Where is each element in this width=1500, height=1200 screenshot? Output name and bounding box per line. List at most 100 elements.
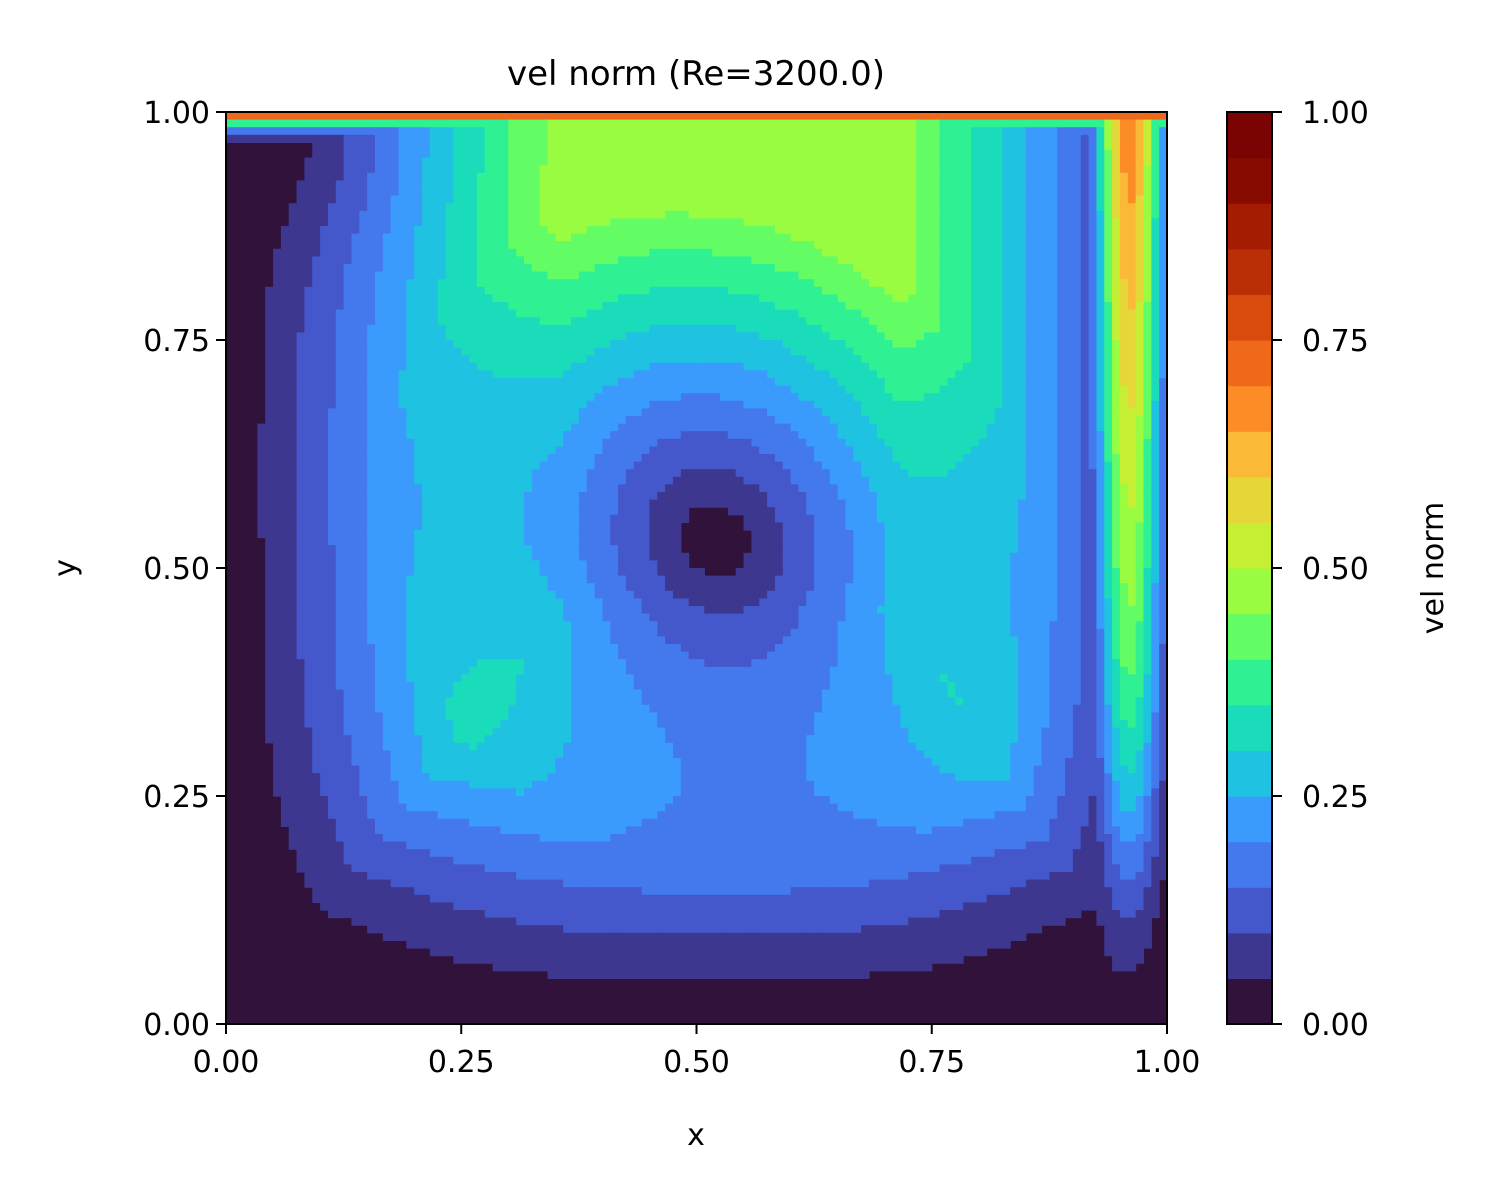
contour-cell [571,165,580,174]
contour-cell [422,309,431,318]
contour-cell [869,370,878,379]
contour-cell [367,408,376,417]
contour-cell [1049,271,1058,280]
contour-cell [1049,203,1058,212]
contour-cell [280,127,290,136]
contour-cell [367,264,376,273]
contour-cell [1049,233,1058,242]
contour-cell [625,119,635,128]
contour-cell [908,362,917,371]
contour-cell [751,165,760,174]
contour-cell [994,119,1003,128]
contour-cell [1088,355,1098,364]
contour-cell [1127,188,1137,197]
contour-cell [892,302,901,311]
contour-cell [704,188,713,197]
contour-cell [861,127,870,136]
contour-cell [633,332,643,341]
contour-cell [461,340,470,349]
contour-cell [563,271,572,280]
contour-cell [751,218,760,227]
contour-cell [484,264,494,273]
contour-cell [1104,157,1113,166]
contour-cell [1049,286,1058,295]
contour-cell [923,150,933,159]
contour-cell [625,317,635,326]
contour-cell [398,203,407,212]
contour-cell [547,210,556,219]
contour-cell [437,393,447,402]
contour-cell [320,385,329,394]
contour-cell [829,340,839,349]
contour-cell [665,294,674,303]
contour-cell [367,393,376,402]
contour-cell [1002,309,1011,318]
contour-cell [563,233,572,242]
contour-cell [892,286,901,295]
contour-cell [531,347,541,356]
contour-cell [1159,302,1167,311]
contour-cell [672,188,682,197]
contour-cell [712,134,721,143]
contour-cell [774,309,784,318]
contour-cell [273,302,282,311]
contour-cell [939,294,949,303]
contour-cell [1041,165,1050,174]
contour-cell [1159,134,1167,143]
contour-cell [1159,408,1167,417]
contour-cell [1143,302,1152,311]
contour-cell [923,332,933,341]
contour-cell [884,279,894,288]
contour-cell [1057,119,1066,128]
contour-cell [970,347,980,356]
contour-cell [586,271,596,280]
contour-cell [947,279,956,288]
contour-cell [751,340,760,349]
contour-cell [437,385,447,394]
contour-cell [1096,134,1105,143]
contour-cell [814,195,823,204]
contour-cell [751,210,760,219]
contour-cell [445,241,455,250]
contour-cell [390,127,400,136]
contour-cell [1080,142,1090,151]
contour-cell [986,134,996,143]
contour-cell [453,241,462,250]
contour-cell [1041,188,1050,197]
contour-cell [994,370,1003,379]
contour-cell [610,233,619,242]
contour-cell [1041,340,1050,349]
contour-cell [970,180,980,189]
contour-cell [908,286,917,295]
contour-cell [900,378,909,387]
contour-cell [720,393,729,402]
contour-cell [931,416,941,425]
contour-cell [853,210,862,219]
contour-cell [1159,393,1167,402]
contour-cell [774,324,784,333]
contour-cell [923,172,933,181]
contour-cell [429,431,439,440]
contour-cell [672,355,682,364]
contour-cell [970,378,980,387]
contour-cell [782,279,792,288]
contour-cell [531,210,541,219]
contour-cell [594,188,603,197]
contour-cell [955,264,964,273]
contour-cell [508,218,517,227]
contour-cell [1135,309,1145,318]
contour-cell [469,378,478,387]
contour-cell [884,355,894,364]
contour-cell [539,324,549,333]
contour-cell [720,385,729,394]
contour-cell [578,385,588,394]
contour-cell [767,332,776,341]
contour-cell [978,165,988,174]
contour-cell [923,378,933,387]
contour-cell [563,279,572,288]
contour-cell [1033,370,1043,379]
contour-cell [892,248,901,257]
contour-cell [406,347,415,356]
contour-cell [1159,317,1167,326]
contour-cell [672,309,682,318]
